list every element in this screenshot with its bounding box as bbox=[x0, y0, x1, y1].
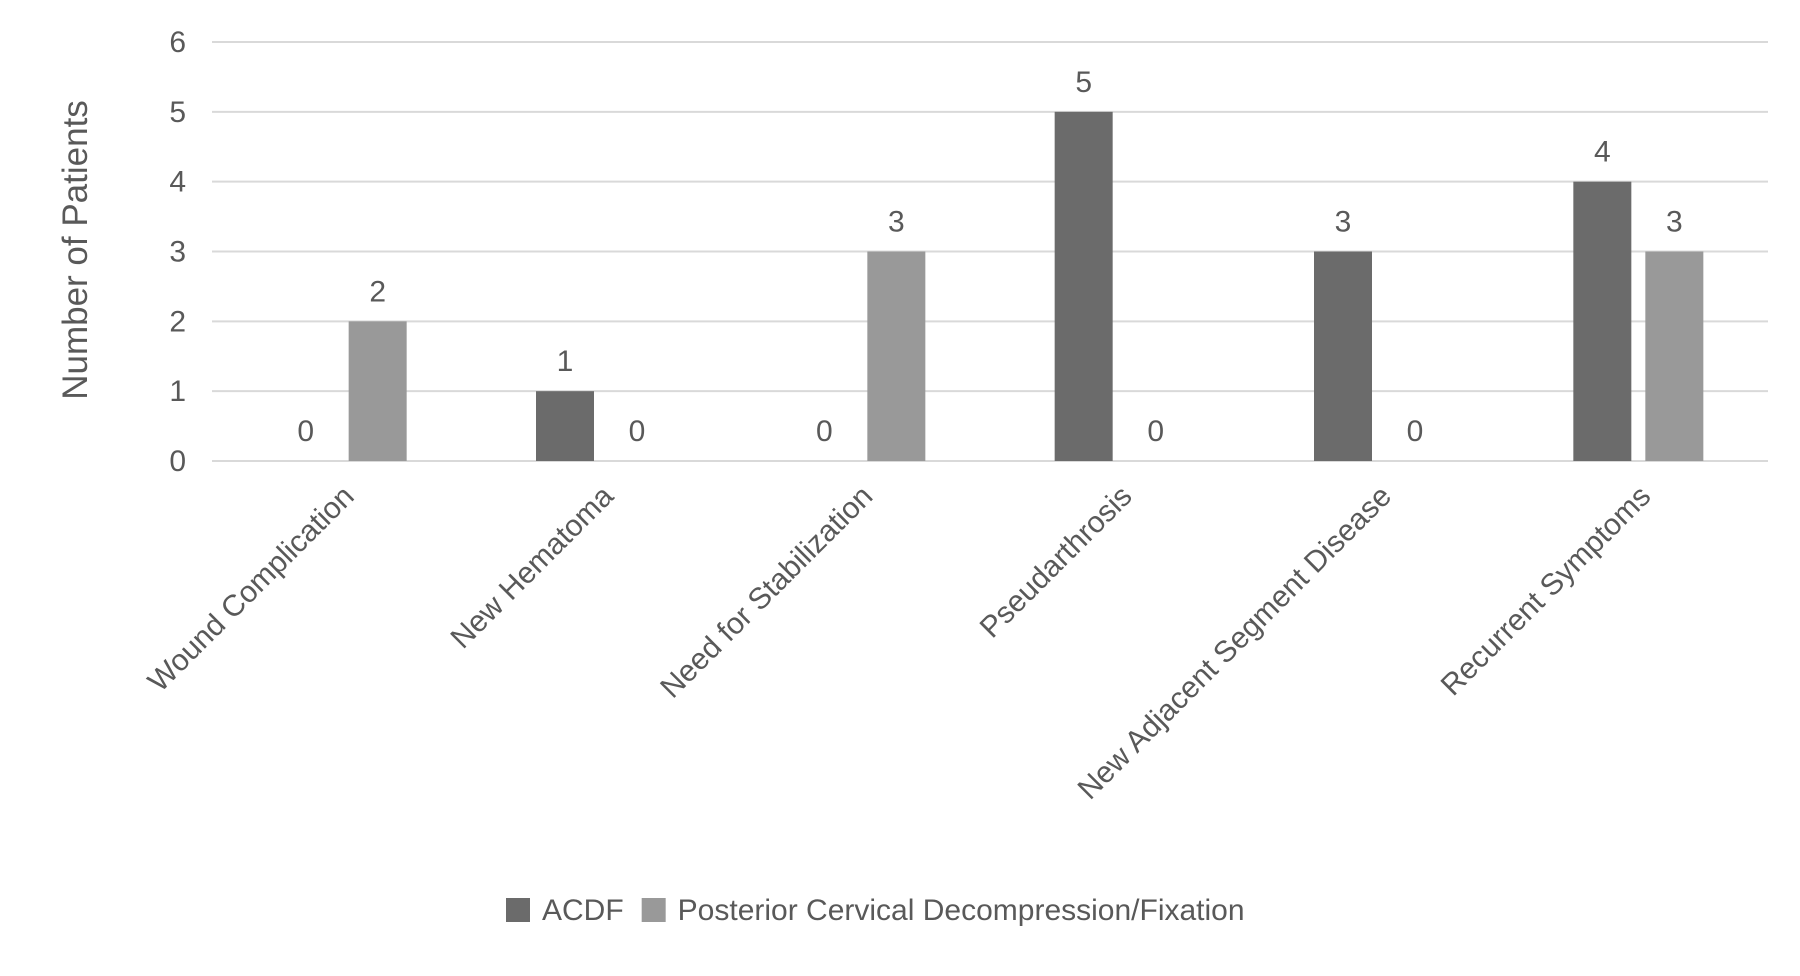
bar bbox=[867, 251, 926, 461]
y-tick-label: 6 bbox=[169, 26, 186, 59]
legend-label: ACDF bbox=[542, 894, 624, 927]
y-axis-title: Number of Patients bbox=[56, 100, 95, 400]
data-label: 0 bbox=[816, 415, 833, 448]
y-tick-label: 1 bbox=[169, 375, 186, 408]
category-labels: Wound Complication New Hematoma Need for S… bbox=[142, 479, 1657, 806]
y-tick-label: 5 bbox=[169, 96, 186, 129]
data-label: 0 bbox=[629, 415, 646, 448]
data-label: 3 bbox=[1335, 206, 1352, 239]
data-label: 2 bbox=[369, 275, 386, 308]
y-tick-label: 4 bbox=[169, 166, 186, 199]
data-label: 4 bbox=[1594, 136, 1611, 169]
bar bbox=[1054, 111, 1113, 461]
bar bbox=[1314, 251, 1372, 461]
category-label: Wound Complication bbox=[142, 480, 361, 699]
y-tick-label: 2 bbox=[169, 305, 186, 338]
legend-label: Posterior Cervical Decompression/Fixatio… bbox=[678, 894, 1245, 927]
data-label: 0 bbox=[1147, 415, 1164, 448]
data-labels: 0 2 1 0 0 3 5 0 3 0 4 3 bbox=[297, 66, 1682, 448]
data-label: 1 bbox=[557, 345, 574, 378]
category-label: New Hematoma bbox=[445, 479, 621, 655]
legend-swatch bbox=[641, 898, 666, 922]
y-tick-label: 3 bbox=[169, 236, 186, 269]
gridlines bbox=[212, 41, 1768, 462]
y-tick-label: 0 bbox=[169, 445, 186, 478]
category-label: Recurrent Symptoms bbox=[1435, 480, 1658, 703]
data-label: 3 bbox=[1666, 206, 1683, 239]
bar bbox=[1573, 181, 1632, 461]
bar bbox=[1645, 251, 1704, 461]
y-axis-ticks: 0 1 2 3 4 5 6 bbox=[169, 26, 186, 478]
data-label: 5 bbox=[1075, 66, 1092, 99]
category-label: New Adjacent Segment Disease bbox=[1072, 480, 1398, 806]
category-label: Need for Stabilization bbox=[654, 480, 879, 705]
data-label: 0 bbox=[1407, 415, 1424, 448]
data-label: 0 bbox=[297, 415, 314, 448]
legend: ACDF Posterior Cervical Decompression/Fix… bbox=[506, 894, 1245, 927]
category-label: Pseudarthrosis bbox=[974, 480, 1139, 645]
bars bbox=[348, 111, 1704, 461]
bar bbox=[536, 391, 594, 461]
bar bbox=[348, 321, 407, 461]
legend-swatch bbox=[506, 898, 530, 922]
data-label: 3 bbox=[888, 206, 905, 239]
